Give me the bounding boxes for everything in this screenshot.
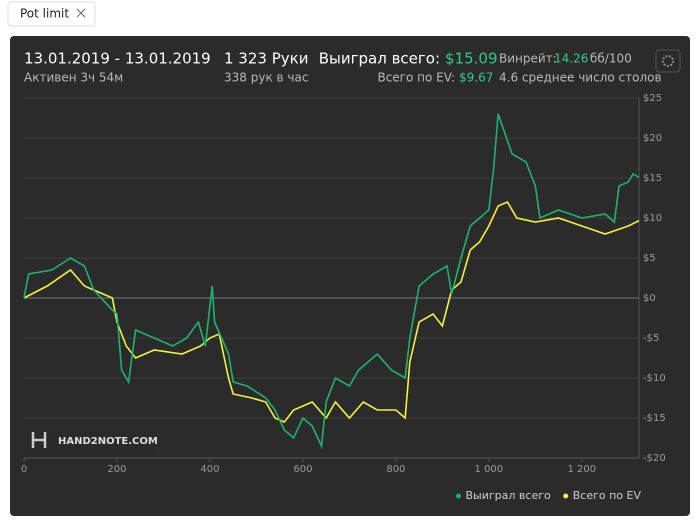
settings-button[interactable] [655, 49, 681, 73]
x-tick-label: 600 [293, 464, 312, 475]
y-tick-label: $15 [643, 173, 662, 184]
x-tick-label: 200 [107, 464, 126, 475]
y-tick-label: $5 [643, 253, 656, 264]
y-tick-label: $10 [643, 213, 662, 224]
active: Активен 3ч 54м [24, 71, 123, 85]
plot: -$20 -$15 -$10 -$5 $0 $5 $10 $15 $20 $25 0 200 400 60… [21, 93, 666, 502]
hands: 1 323 Руки [224, 50, 308, 68]
legend-label: Выиграл всего [466, 489, 551, 502]
winrate-unit: бб/100 [590, 52, 632, 66]
y-tick-label: -$10 [643, 373, 666, 384]
series-line [23, 113, 640, 449]
x-tick-label: 400 [200, 464, 219, 475]
x-tick-label: 1 200 [568, 464, 597, 475]
y-tick-label: -$5 [643, 333, 659, 344]
legend-marker [456, 493, 462, 499]
y-tick-label: -$20 [643, 453, 666, 464]
x-tick-label: 0 [21, 464, 27, 475]
ev-value: $9.67 [459, 71, 493, 85]
legend-label: Всего по EV [573, 489, 642, 502]
tab-label: Pot limit [20, 7, 69, 21]
winrate-label: Винрейт: [499, 52, 557, 66]
tab-close[interactable] [76, 8, 86, 18]
x-tick-label: 1 000 [475, 464, 504, 475]
legend-marker [563, 493, 569, 499]
y-tick-label: $20 [643, 133, 662, 144]
date-range: 13.01.2019 - 13.01.2019 [24, 50, 211, 68]
won-label: Выиграл всего: [319, 50, 440, 68]
tables: 4.6 среднее число столов [499, 71, 662, 85]
y-tick-label: -$15 [643, 413, 666, 424]
watermark: HAND2NOTE.COM [58, 436, 158, 447]
watermark-logo [31, 432, 47, 448]
x-tick-label: 800 [386, 464, 405, 475]
tab[interactable] [7, 1, 96, 27]
gear-icon [662, 55, 674, 67]
ev-label: Всего по EV: [377, 71, 455, 85]
y-tick-label: $0 [643, 293, 656, 304]
series-line [23, 200, 640, 423]
panel [10, 36, 690, 516]
y-tick-label: $25 [643, 93, 662, 104]
winrate-value: 14.26 [554, 52, 588, 66]
won-value: $15.09 [445, 50, 498, 68]
hands-per-hour: 338 рук в час [224, 71, 308, 85]
